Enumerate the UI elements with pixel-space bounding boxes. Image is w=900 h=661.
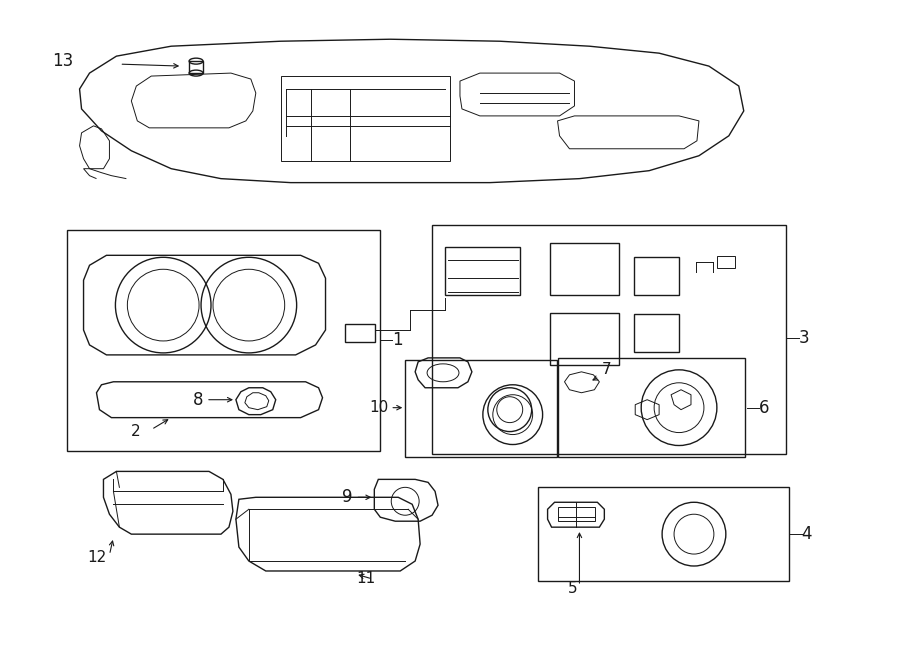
Text: 3: 3 <box>798 329 809 347</box>
Text: 8: 8 <box>193 391 203 408</box>
Text: 1: 1 <box>392 331 403 349</box>
Bar <box>405 360 556 457</box>
Bar <box>557 507 596 521</box>
Text: 4: 4 <box>802 525 812 543</box>
Text: 10: 10 <box>369 400 388 415</box>
Text: 9: 9 <box>342 488 353 506</box>
Text: 7: 7 <box>601 362 611 377</box>
Text: 2: 2 <box>131 424 141 439</box>
Text: 12: 12 <box>87 549 106 564</box>
Bar <box>550 243 619 295</box>
Bar <box>550 313 619 365</box>
Bar <box>346 324 375 342</box>
Bar <box>634 314 679 352</box>
Bar <box>557 358 745 457</box>
Text: 5: 5 <box>568 582 577 596</box>
Bar <box>281 76 450 161</box>
Bar <box>717 256 734 268</box>
Bar <box>432 225 786 455</box>
Bar <box>537 487 788 581</box>
Text: 13: 13 <box>52 52 74 70</box>
Bar <box>445 247 519 295</box>
Bar <box>67 231 381 451</box>
Text: 6: 6 <box>759 399 769 416</box>
Text: 11: 11 <box>356 572 375 586</box>
Bar <box>634 257 679 295</box>
Bar <box>189 61 203 73</box>
